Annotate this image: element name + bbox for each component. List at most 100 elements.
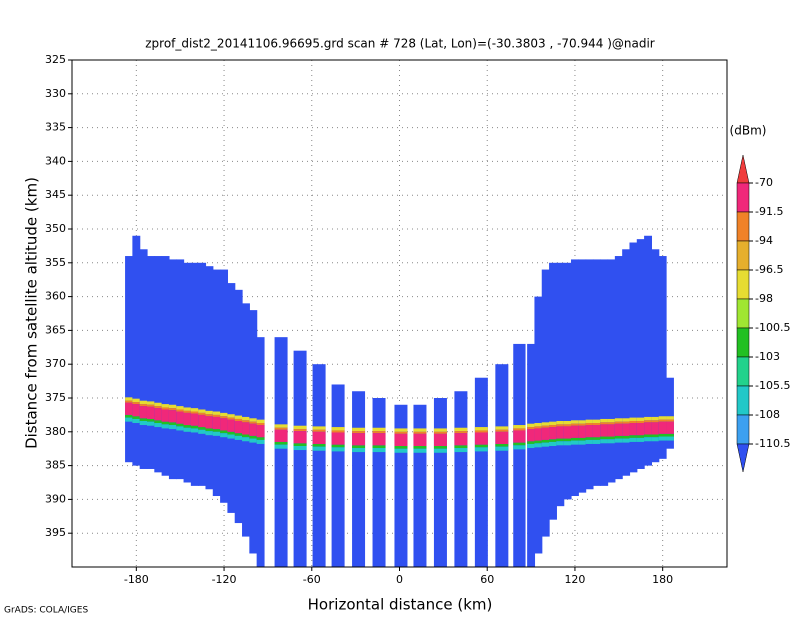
echo-column	[433, 398, 447, 567]
band-edge	[454, 427, 468, 432]
band-edge	[227, 431, 236, 435]
echo-column	[666, 377, 674, 449]
band-edge	[242, 437, 250, 442]
echo-column	[183, 262, 192, 483]
colorbar-label: -100.5	[755, 321, 790, 334]
colorbar-label: -91.5	[755, 205, 783, 218]
bright-band	[190, 413, 199, 426]
colorbar-box	[736, 298, 750, 329]
band-edge	[644, 416, 653, 421]
band-edge	[534, 443, 543, 448]
band-edge	[161, 424, 170, 429]
band-edge	[454, 431, 468, 434]
band-edge	[651, 434, 660, 438]
band-edge	[614, 435, 623, 439]
bright-band	[549, 427, 557, 440]
x-axis-label: Horizontal distance (km)	[308, 596, 493, 614]
echo-column	[256, 337, 265, 567]
band-edge	[190, 425, 199, 429]
bright-band	[585, 425, 594, 438]
bright-band	[658, 421, 667, 434]
band-edge	[636, 437, 645, 442]
band-edge	[249, 421, 258, 424]
band-edge	[495, 443, 509, 447]
bright-band	[161, 409, 170, 422]
band-edge	[658, 416, 667, 420]
echo-column	[474, 377, 488, 567]
y-axis-label: Distance from satellite altitude (km)	[23, 177, 41, 449]
band-edge	[256, 439, 265, 444]
band-edge	[132, 418, 141, 424]
bright-band	[636, 423, 645, 436]
band-edge	[658, 433, 667, 437]
band-edge	[227, 414, 236, 418]
band-edge	[495, 426, 509, 430]
bright-band	[592, 425, 601, 438]
band-edge	[563, 424, 572, 427]
colorbar-label: -96.5	[755, 263, 783, 276]
band-edge	[585, 423, 594, 426]
band-edge	[549, 441, 557, 446]
bright-band	[433, 433, 447, 446]
band-edge	[622, 421, 631, 424]
band-edge	[125, 417, 133, 422]
colorbar-box	[736, 240, 750, 271]
band-edge	[274, 427, 288, 430]
bright-band	[274, 429, 288, 442]
echo-column	[132, 235, 141, 466]
band-edge	[629, 417, 638, 421]
band-edge	[474, 444, 488, 448]
band-edge	[534, 423, 543, 427]
band-edge	[556, 438, 565, 442]
band-edge	[242, 434, 250, 438]
band-edge	[578, 423, 587, 426]
band-edge	[556, 424, 565, 427]
echo-column	[198, 262, 207, 486]
band-edge	[183, 427, 192, 432]
bright-band	[372, 433, 386, 446]
bright-band	[331, 432, 345, 445]
band-edge	[592, 437, 601, 440]
band-edge	[556, 420, 565, 425]
echo-column	[176, 259, 185, 480]
colorbar-label: -98	[755, 292, 773, 305]
band-edge	[636, 417, 645, 421]
band-edge	[513, 442, 526, 446]
band-edge	[190, 408, 199, 412]
y-tick-label: 395	[45, 526, 66, 539]
band-edge	[495, 446, 509, 451]
band-edge	[132, 402, 141, 405]
bright-band	[227, 419, 236, 432]
bright-band	[629, 423, 638, 436]
echo-column	[139, 249, 148, 469]
x-tick-label: 120	[564, 573, 585, 586]
band-edge	[666, 416, 674, 420]
band-edge	[394, 428, 408, 432]
echo-column	[154, 256, 163, 473]
band-edge	[212, 431, 221, 436]
bright-band	[242, 422, 250, 435]
band-edge	[644, 437, 653, 442]
band-edge	[331, 427, 345, 431]
band-edge	[227, 417, 236, 420]
echo-column	[556, 262, 565, 507]
bright-band	[600, 424, 609, 437]
echo-column	[227, 283, 236, 513]
band-edge	[607, 418, 616, 423]
band-edge	[168, 404, 177, 409]
echo-column	[454, 391, 468, 567]
band-edge	[600, 418, 609, 423]
band-edge	[394, 448, 408, 453]
echo-column	[212, 269, 221, 497]
band-edge	[433, 428, 447, 432]
band-edge	[183, 410, 192, 413]
band-edge	[331, 444, 345, 448]
band-edge	[234, 418, 243, 421]
band-edge	[607, 422, 616, 425]
bright-band	[474, 432, 488, 445]
band-edge	[293, 443, 307, 446]
y-tick-label: 340	[45, 154, 66, 167]
band-edge	[176, 409, 185, 412]
band-edge	[600, 439, 609, 444]
band-edge	[636, 435, 645, 438]
